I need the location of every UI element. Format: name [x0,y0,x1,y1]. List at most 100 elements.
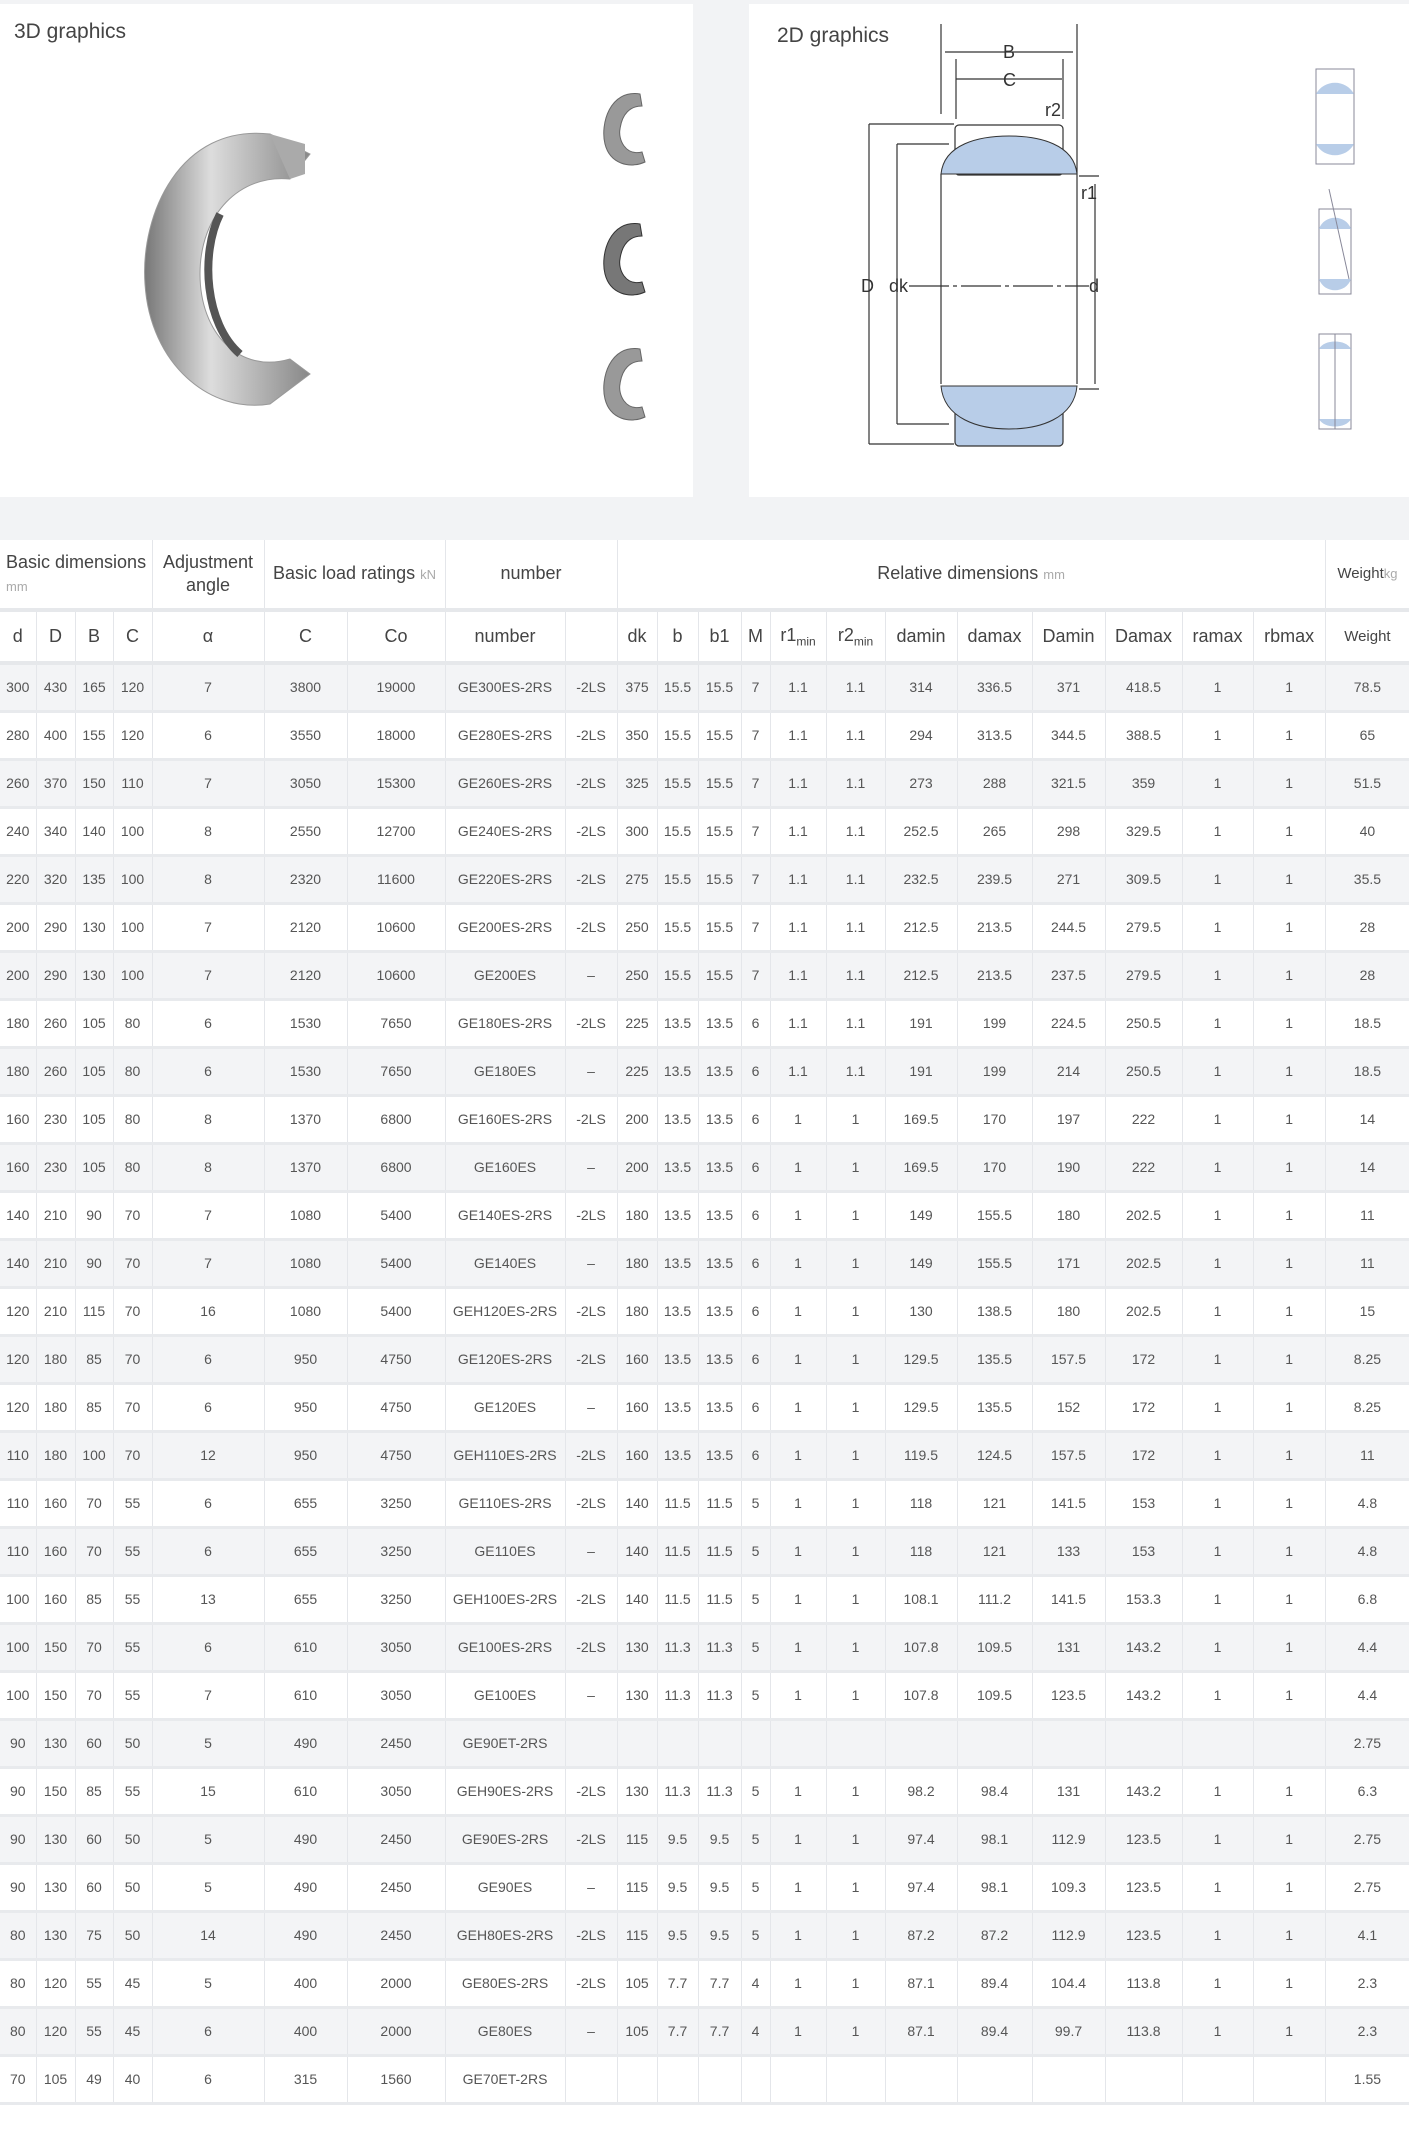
table-cell: 655 [264,1527,348,1577]
table-cell: 18.5 [1325,1047,1409,1097]
table-cell: 6 [741,1191,771,1241]
column-header[interactable]: ramax [1182,610,1254,665]
table-cell: 1 [1182,855,1254,905]
table-cell: 430 [36,663,76,713]
table-cell [565,2055,618,2105]
table-cell: 2.75 [1325,1719,1409,1769]
table-cell: 2450 [347,1911,446,1961]
table-cell: 5 [741,1815,771,1865]
table-cell: 190 [1032,1143,1106,1193]
table-cell: 1 [1182,999,1254,1049]
table-cell: 5 [741,1767,771,1817]
table-cell: GE110ES [445,1527,566,1577]
table-cell: 400 [36,711,76,761]
table-cell: 140 [0,1239,37,1289]
table-cell: 16 [152,1287,265,1337]
table-cell: 130 [36,1719,76,1769]
table-cell: 1 [826,1623,886,1673]
table-cell: -2LS [565,999,618,1049]
column-header[interactable]: Damax [1105,610,1183,665]
column-header[interactable]: Co [347,610,446,665]
table-row: 120 180 85 70 6 950 4750 GE120ES –160 13.5 13.5 6 1 1… [0,1383,1409,1433]
table-cell: 490 [264,1863,348,1913]
column-header[interactable]: number [445,610,566,665]
column-header[interactable]: r1min [770,610,827,665]
bearing-2d-drawing[interactable]: B C r2 r1 D dk d [849,24,1099,454]
column-header[interactable]: α [152,610,265,665]
column-header[interactable]: d [0,610,37,665]
column-header[interactable]: b1 [698,610,742,665]
table-cell: 6 [152,1527,265,1577]
table-cell [1032,1719,1106,1769]
table-cell: 290 [36,951,76,1001]
table-cell: 80 [113,1047,153,1097]
table-cell: 212.5 [885,903,958,953]
column-header[interactable]: damin [885,610,958,665]
table-cell: 2.3 [1325,2007,1409,2057]
table-cell: 1 [770,1911,827,1961]
table-cell: 140 [75,807,114,857]
table-cell: 200 [0,903,37,953]
column-header[interactable]: Weight [1325,610,1409,665]
table-cell: 1.1 [770,999,827,1049]
table-cell: 1 [1253,1767,1326,1817]
table-cell: GE100ES-2RS [445,1623,566,1673]
table-cell: 1 [1253,759,1326,809]
column-header[interactable]: damax [957,610,1033,665]
table-cell: -2LS [565,1623,618,1673]
table-cell: 55 [113,1527,153,1577]
table-cell: 100 [75,1431,114,1481]
table-cell: 121 [957,1527,1033,1577]
table-cell: 13.5 [698,1335,742,1385]
table-cell: 8.25 [1325,1383,1409,1433]
table-cell: 40 [113,2055,153,2105]
column-header[interactable]: b [657,610,699,665]
table-cell: 13 [152,1575,265,1625]
column-header[interactable]: M [741,610,771,665]
table-cell: GE140ES-2RS [445,1191,566,1241]
table-row: 70 105 49 40 6 315 1560 GE70ET-2RS 1.55 [0,2055,1409,2105]
table-cell: 89.4 [957,1959,1033,2009]
table-cell: 280 [0,711,37,761]
table-cell: 1 [770,1335,827,1385]
bearing-thumbnail-2[interactable] [570,214,690,304]
table-cell: 490 [264,1815,348,1865]
column-header[interactable]: C [113,610,153,665]
drawing-thumbnail-2[interactable] [1304,189,1364,304]
drawing-thumbnail-1[interactable] [1304,59,1364,174]
table-cell: 200 [0,951,37,1001]
column-header[interactable]: rbmax [1253,610,1326,665]
table-cell: 214 [1032,1047,1106,1097]
column-header[interactable] [565,610,618,665]
column-header[interactable]: Damin [1032,610,1106,665]
table-cell: 1 [1182,1863,1254,1913]
table-cell: 950 [264,1383,348,1433]
column-header[interactable]: B [75,610,114,665]
table-cell: 115 [617,1863,658,1913]
table-cell: 100 [0,1575,37,1625]
table-row: 110 180 100 70 12 950 4750 GEH110ES-2RS -2LS 160 1… [0,1431,1409,1481]
bearing-thumbnail-1[interactable] [570,84,690,174]
table-cell: 155.5 [957,1191,1033,1241]
table-cell: 1 [1182,711,1254,761]
table-cell: 1 [1182,1815,1254,1865]
bearing-3d-image[interactable] [120,114,420,424]
table-cell: 15.5 [698,663,742,713]
table-cell: 50 [113,1911,153,1961]
column-header[interactable]: C [264,610,348,665]
bearing-thumbnail-3[interactable] [570,339,690,429]
column-header[interactable]: dk [617,610,658,665]
drawing-thumbnail-3[interactable] [1304,324,1364,439]
table-cell: 260 [36,1047,76,1097]
column-header[interactable]: D [36,610,76,665]
table-cell: GE70ET-2RS [445,2055,566,2105]
table-cell: 98.4 [957,1767,1033,1817]
table-cell: -2LS [565,759,618,809]
table-cell: 222 [1105,1143,1183,1193]
table-cell: 2.75 [1325,1815,1409,1865]
table-cell: 7 [741,951,771,1001]
table-cell: GE260ES-2RS [445,759,566,809]
column-header[interactable]: r2min [826,610,886,665]
table-cell [1253,2055,1326,2105]
table-cell: 15.5 [698,711,742,761]
